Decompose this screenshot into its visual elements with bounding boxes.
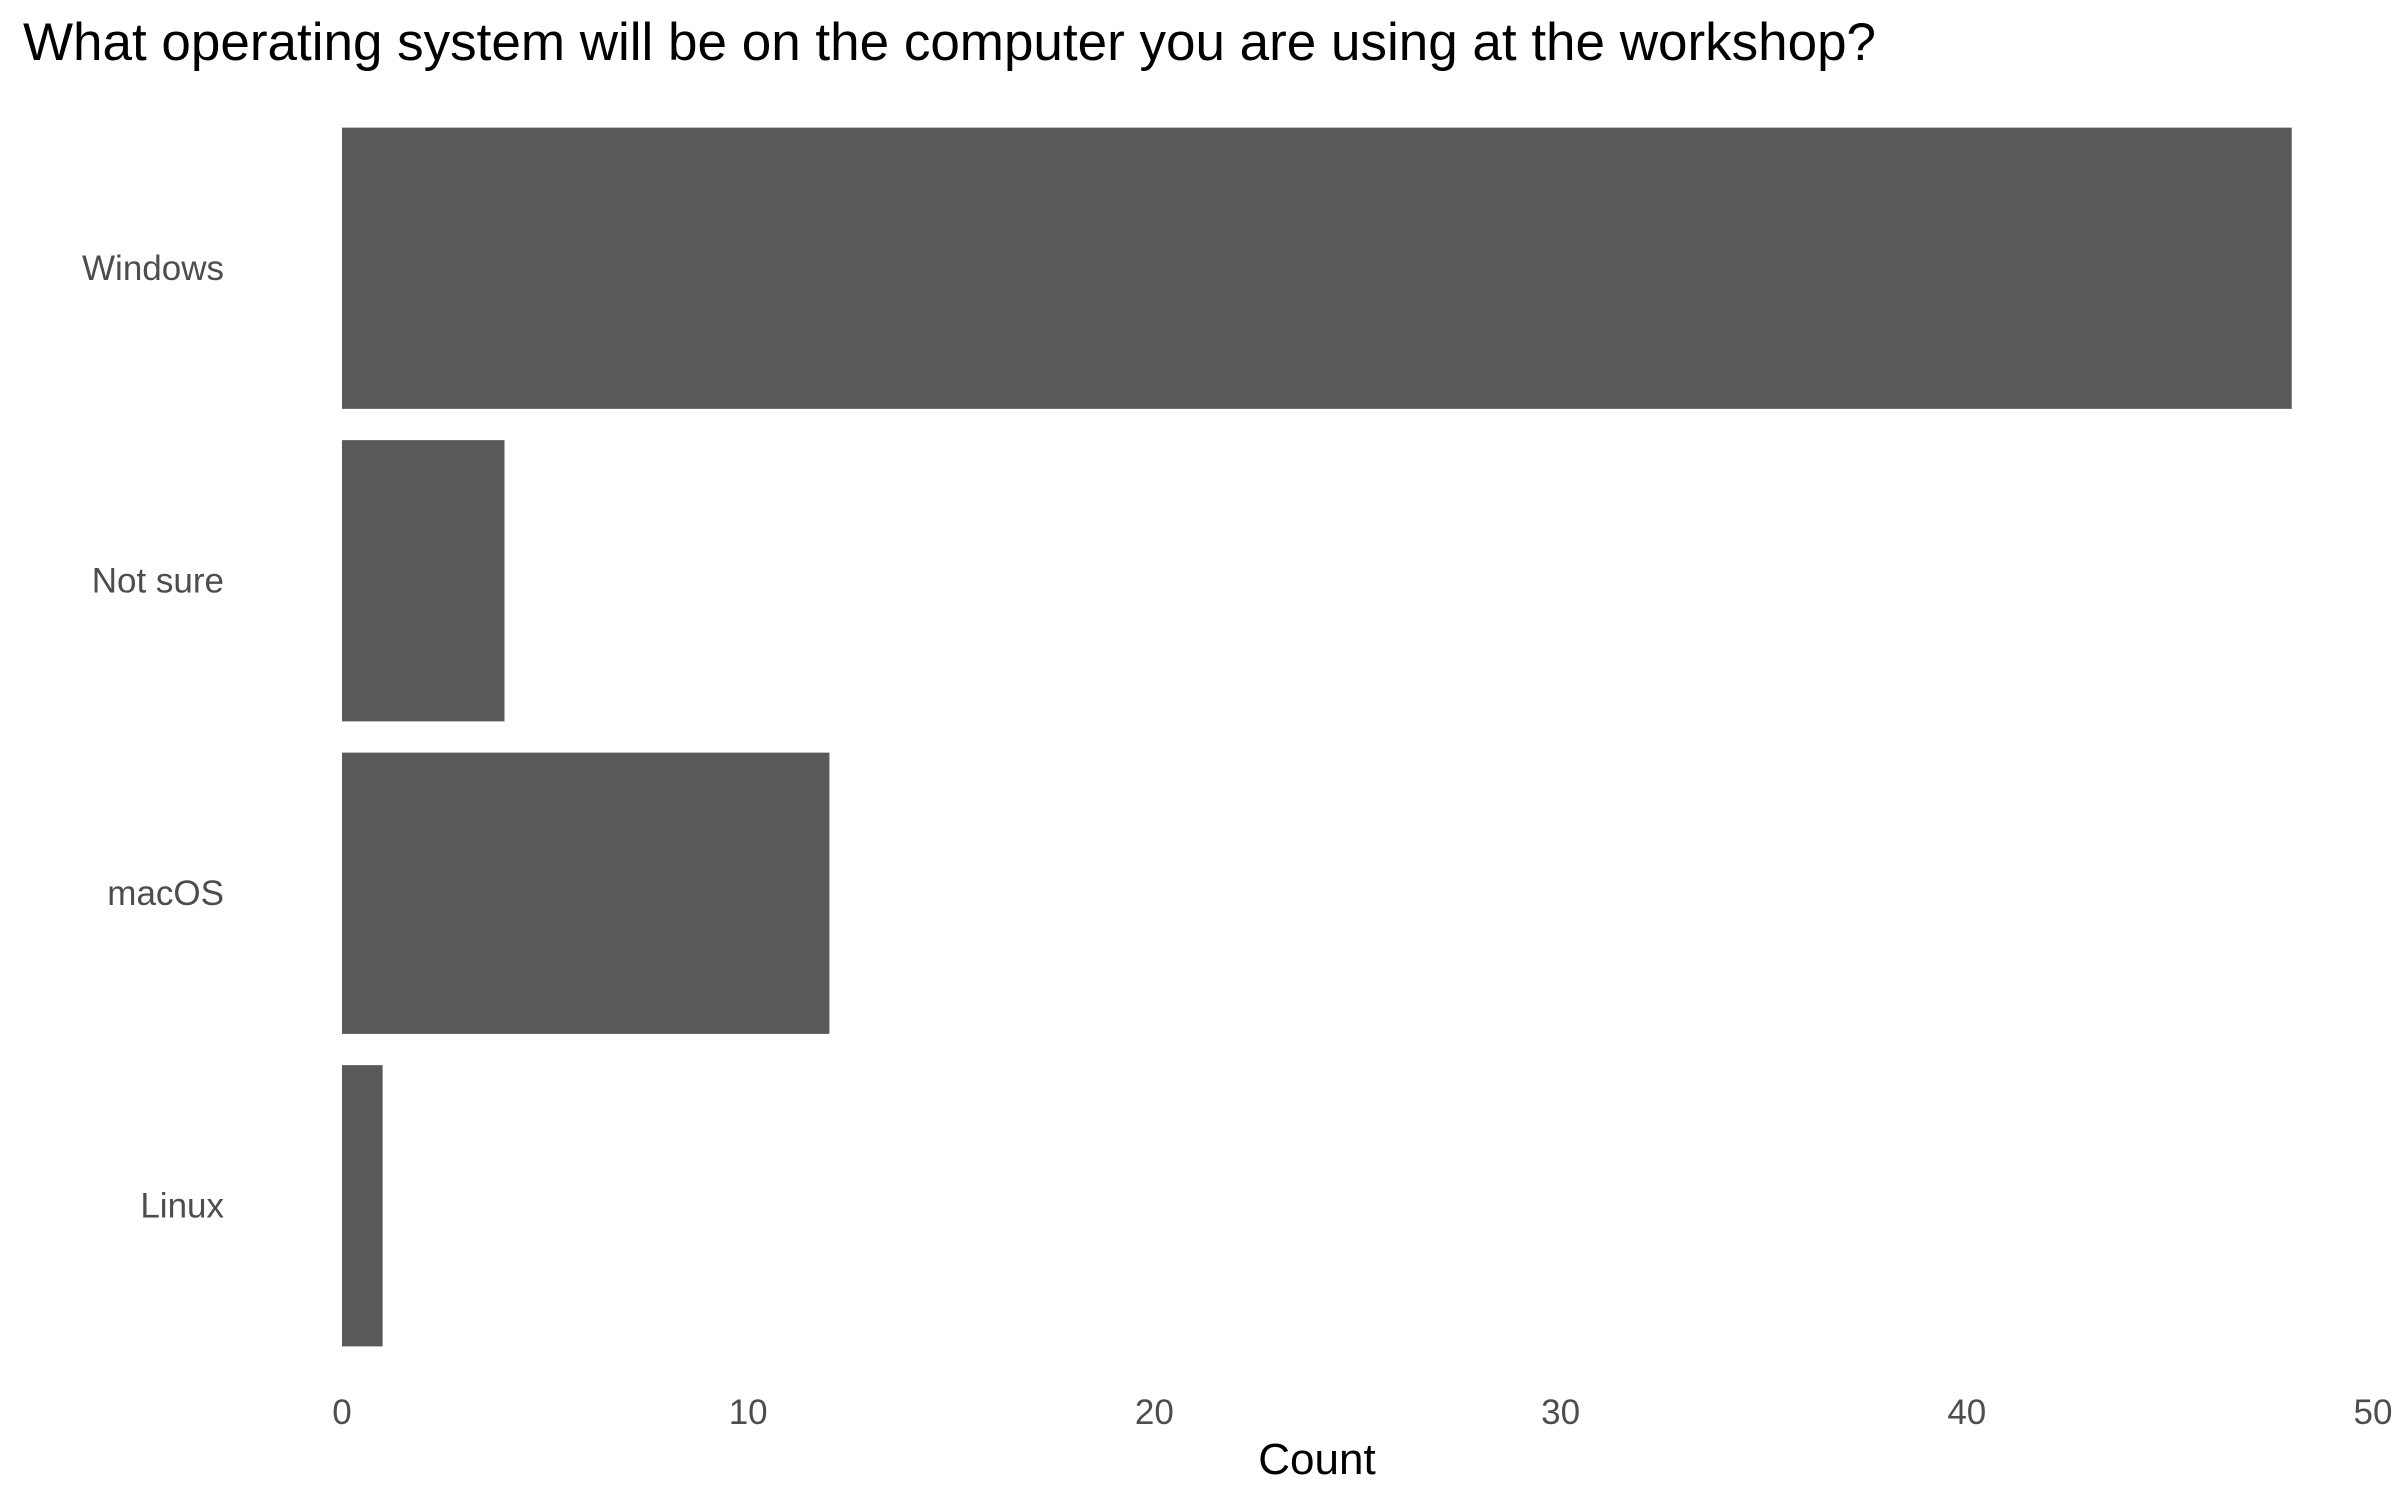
y-tick-label-not-sure: Not sure xyxy=(92,561,224,600)
x-tick-label-10: 10 xyxy=(729,1393,768,1432)
x-tick-label-40: 40 xyxy=(1947,1393,1986,1432)
bar-not-sure xyxy=(342,440,505,722)
y-tick-label-linux: Linux xyxy=(140,1186,224,1225)
y-tick-label-windows: Windows xyxy=(82,249,224,288)
bars-group xyxy=(342,127,2292,1347)
bar-linux xyxy=(342,1065,383,1347)
y-tick-label-macos: macOS xyxy=(107,874,224,913)
bar-macos xyxy=(342,752,830,1034)
bar-windows xyxy=(342,127,2292,409)
x-tick-label-30: 30 xyxy=(1541,1393,1580,1432)
chart-title: What operating system will be on the com… xyxy=(23,13,1876,72)
x-axis-labels: 0 10 20 30 40 50 xyxy=(332,1393,2392,1432)
x-tick-label-50: 50 xyxy=(2354,1393,2393,1432)
y-axis-labels: Windows Not sure macOS Linux xyxy=(82,249,224,1226)
x-axis-title: Count xyxy=(1258,1435,1375,1484)
x-tick-label-20: 20 xyxy=(1135,1393,1174,1432)
x-tick-label-0: 0 xyxy=(332,1393,351,1432)
